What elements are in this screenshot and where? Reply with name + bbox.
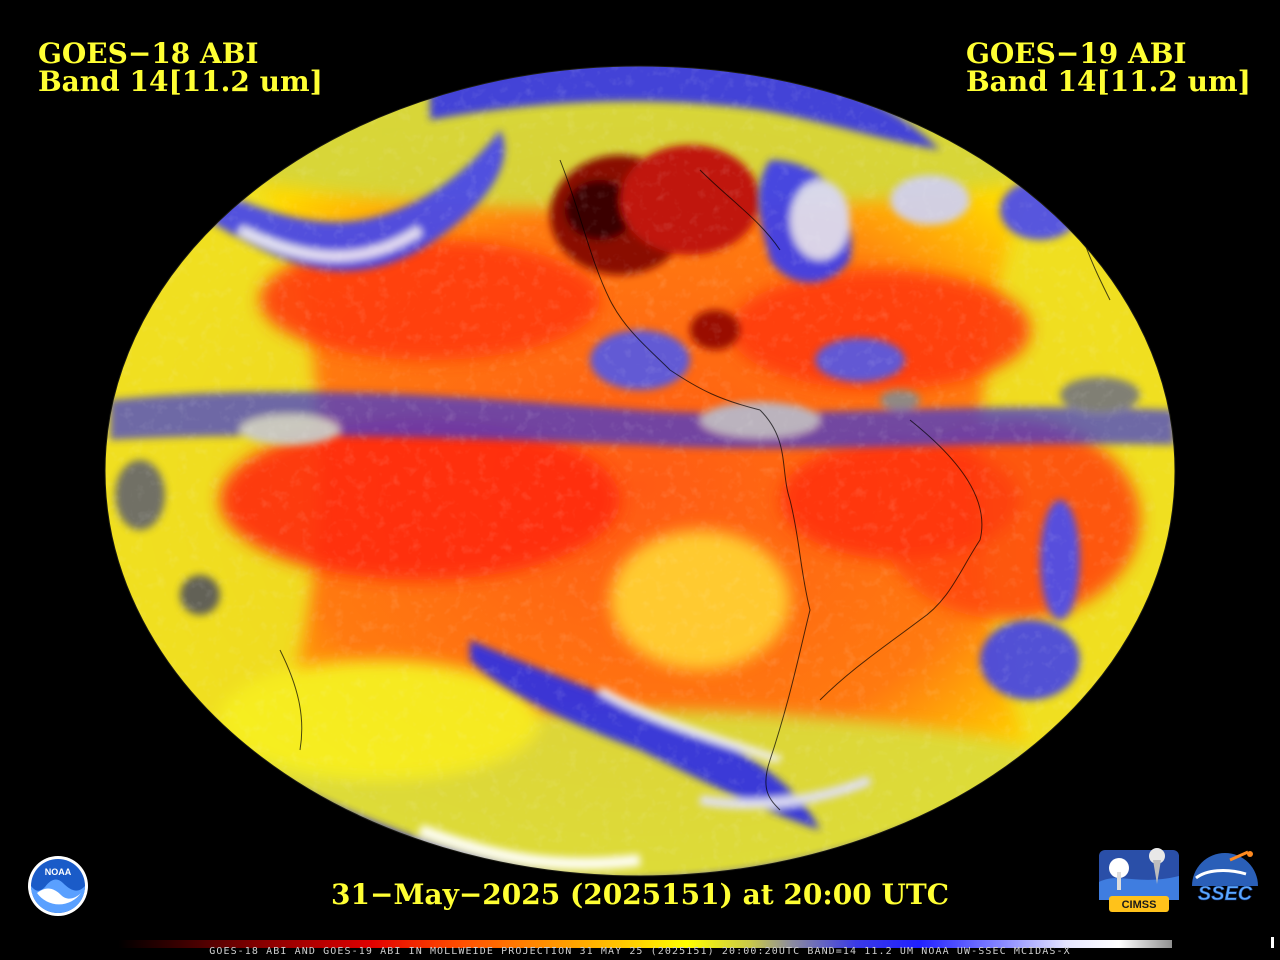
footer-caption: GOES-18 ABI AND GOES-19 ABI IN MOLLWEIDE…: [209, 946, 1071, 957]
temperature-colorbar: [118, 940, 1172, 948]
cimss-logo-text: CIMSS: [1122, 899, 1157, 911]
noaa-logo-text: NOAA: [45, 867, 72, 877]
corner-marker: [1271, 937, 1274, 948]
left-satellite-title: GOES−18 ABI Band 14[11.2 um]: [38, 40, 323, 96]
cimss-logo: CIMSS: [1099, 848, 1179, 912]
ssec-logo-text: SSEC: [1198, 883, 1253, 905]
noaa-logo: NOAA: [28, 856, 88, 916]
right-satellite-title: GOES−19 ABI Band 14[11.2 um]: [966, 40, 1251, 96]
left-satellite-name: GOES−18 ABI: [38, 37, 259, 70]
ssec-logo: SSEC: [1192, 850, 1258, 905]
right-band-label: Band 14[11.2 um]: [966, 65, 1251, 98]
right-satellite-name: GOES−19 ABI: [966, 37, 1187, 70]
left-band-label: Band 14[11.2 um]: [38, 65, 323, 98]
image-timestamp: 31−May−2025 (2025151) at 20:00 UTC: [331, 878, 949, 911]
